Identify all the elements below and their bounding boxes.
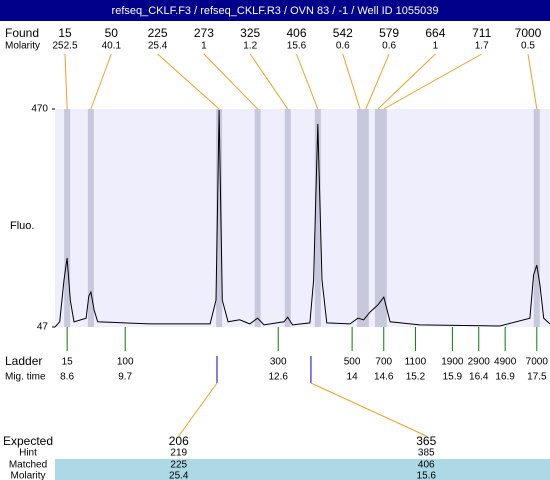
- ladder-size: 1900: [441, 357, 464, 368]
- found-size: 15: [58, 26, 72, 40]
- expected-matched: 225: [170, 460, 187, 471]
- expected-matched: 406: [418, 460, 435, 471]
- expected-hint: 219: [170, 448, 187, 459]
- ladder-mig-time: 8.6: [60, 372, 74, 383]
- expected-molarity: 15.6: [417, 471, 437, 480]
- expected-row-label: Matched: [9, 460, 47, 471]
- found-size: 7000: [515, 26, 542, 40]
- expected-row-label: Expected: [3, 434, 53, 448]
- peak-connector: [342, 53, 361, 110]
- title: refseq_CKLF.F3 / refseq_CKLF.R3 / OVN 83…: [112, 5, 439, 17]
- ladder-size: 100: [117, 357, 134, 368]
- found-label: Found: [5, 26, 39, 40]
- expected-molarity: 25.4: [169, 471, 189, 480]
- ladder-size: 1100: [405, 357, 427, 368]
- ladder-mig-time: 12.6: [268, 372, 288, 383]
- peak-band: [380, 109, 387, 327]
- ladder-size: 15: [62, 357, 74, 368]
- found-size: 542: [333, 26, 353, 40]
- found-molarity: 1: [433, 41, 439, 52]
- peak-band: [533, 109, 540, 327]
- peak-band: [314, 109, 321, 327]
- expected-connector: [310, 382, 427, 437]
- peak-band: [87, 109, 94, 327]
- ladder-size: 300: [270, 357, 287, 368]
- peak-connector: [377, 53, 436, 110]
- found-size: 225: [148, 26, 168, 40]
- found-size: 406: [286, 26, 306, 40]
- ladder-mig-time: 15.9: [443, 372, 463, 383]
- expected-row-label: Molarity: [10, 471, 45, 480]
- plot-area: [55, 109, 550, 327]
- peak-connector: [365, 53, 390, 110]
- found-molarity: 1: [201, 41, 207, 52]
- molarity-label: Molarity: [5, 41, 40, 52]
- found-size: 664: [425, 26, 445, 40]
- title-bar: [0, 0, 550, 21]
- found-molarity: 15.6: [287, 41, 307, 52]
- ladder-mig-time: 14.6: [374, 372, 394, 383]
- trace: [54, 109, 550, 328]
- found-molarity: 0.6: [382, 41, 396, 52]
- expected-expected: 206: [169, 434, 189, 448]
- found-size: 273: [194, 26, 214, 40]
- found-size: 325: [240, 26, 260, 40]
- mig-time-label: Mig. time: [5, 372, 46, 383]
- ladder-mig-time: 16.9: [495, 372, 515, 383]
- found-molarity: 1.2: [243, 41, 257, 52]
- y-tick-label: 470: [31, 104, 48, 115]
- expected-row-label: Hint: [19, 448, 37, 459]
- peak-connector: [157, 53, 220, 110]
- found-molarity: 0.5: [521, 41, 535, 52]
- found-molarity: 40.1: [102, 41, 122, 52]
- peak-band: [374, 109, 381, 327]
- peak-connector: [383, 53, 482, 110]
- peak-band: [254, 109, 261, 327]
- expected-connector: [178, 382, 218, 437]
- peak-band: [64, 109, 71, 327]
- y-tick-label: 47: [37, 322, 49, 333]
- expected-expected: 365: [416, 434, 436, 448]
- ladder-mig-time: 9.7: [118, 372, 132, 383]
- found-molarity: 1.7: [475, 41, 489, 52]
- ladder-size: 4900: [494, 357, 517, 368]
- ladder-size: 7000: [526, 357, 549, 368]
- ladder-size: 700: [375, 357, 392, 368]
- peak-connector: [527, 53, 538, 110]
- ladder-mig-time: 15.2: [406, 372, 426, 383]
- found-molarity: 25.4: [148, 41, 168, 52]
- peak-band: [284, 109, 291, 327]
- found-size: 711: [472, 26, 491, 40]
- peak-band: [357, 109, 364, 327]
- expected-hint: 385: [418, 448, 435, 459]
- y-label: Fluo.: [10, 220, 34, 232]
- peak-connector: [64, 53, 68, 110]
- peak-band: [216, 109, 223, 327]
- peak-connector: [296, 53, 319, 110]
- peak-connector: [90, 53, 112, 110]
- found-molarity: 252.5: [52, 41, 77, 52]
- peak-connector: [249, 53, 289, 110]
- ladder-size: 500: [344, 357, 361, 368]
- peak-connector: [203, 53, 259, 110]
- matched-band: [55, 459, 550, 480]
- peak-band: [362, 109, 369, 327]
- ladder-size: 2900: [468, 357, 491, 368]
- found-molarity: 0.6: [336, 41, 350, 52]
- ladder-mig-time: 14: [347, 372, 359, 383]
- ladder-label: Ladder: [5, 354, 42, 368]
- found-size: 50: [105, 26, 119, 40]
- found-size: 579: [379, 26, 399, 40]
- ladder-mig-time: 16.4: [469, 372, 489, 383]
- ladder-mig-time: 17.5: [527, 372, 547, 383]
